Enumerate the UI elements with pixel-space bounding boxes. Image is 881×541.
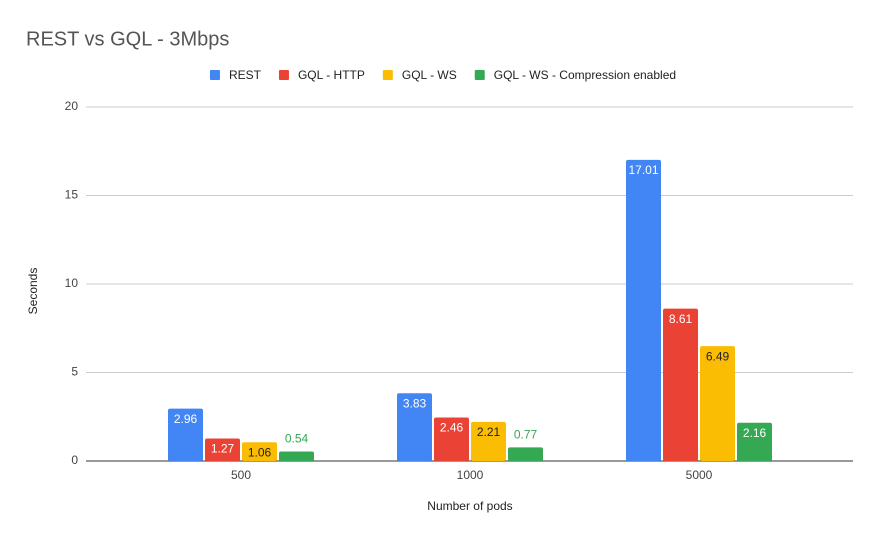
y-axis-label: Seconds <box>26 268 40 315</box>
data-label: 6.49 <box>706 349 730 363</box>
y-tick-label: 20 <box>65 99 79 113</box>
x-tick-label: 5000 <box>686 468 713 482</box>
legend-swatch <box>474 70 485 80</box>
data-label: 2.46 <box>440 421 464 435</box>
bar <box>205 438 240 461</box>
legend-label: GQL - HTTP <box>298 68 365 82</box>
data-label: 0.54 <box>285 432 309 446</box>
bar <box>242 442 277 461</box>
legend-label: REST <box>229 68 262 82</box>
data-label: 2.21 <box>477 425 501 439</box>
data-label: 1.27 <box>211 442 235 456</box>
x-axis-label: Number of pods <box>427 499 512 513</box>
bar <box>663 308 698 461</box>
bar <box>434 417 469 461</box>
data-label: 2.16 <box>743 426 767 440</box>
x-tick-label: 1000 <box>457 468 484 482</box>
data-label: 0.77 <box>514 428 538 442</box>
y-tick-label: 10 <box>65 276 79 290</box>
bar <box>737 422 772 461</box>
bar <box>626 159 661 461</box>
y-tick-label: 0 <box>71 453 78 467</box>
bar <box>168 408 203 461</box>
legend-swatch <box>382 70 393 80</box>
data-label: 1.06 <box>248 445 272 459</box>
legend-label: GQL - WS <box>402 68 457 82</box>
bar <box>508 447 543 461</box>
data-label: 2.96 <box>174 412 198 426</box>
legend-swatch <box>209 70 220 80</box>
bar <box>700 346 735 461</box>
bar <box>397 393 432 461</box>
legend-swatch <box>278 70 289 80</box>
data-label: 8.61 <box>669 312 693 326</box>
data-label: 17.01 <box>628 163 658 177</box>
bar <box>279 451 314 461</box>
chart-title: REST vs GQL - 3Mbps <box>26 28 229 50</box>
x-tick-label: 500 <box>231 468 251 482</box>
bar <box>471 421 506 461</box>
data-label: 3.83 <box>403 396 427 410</box>
y-tick-label: 5 <box>71 365 78 379</box>
legend-label: GQL - WS - Compression enabled <box>494 68 676 82</box>
y-tick-label: 15 <box>65 188 79 202</box>
